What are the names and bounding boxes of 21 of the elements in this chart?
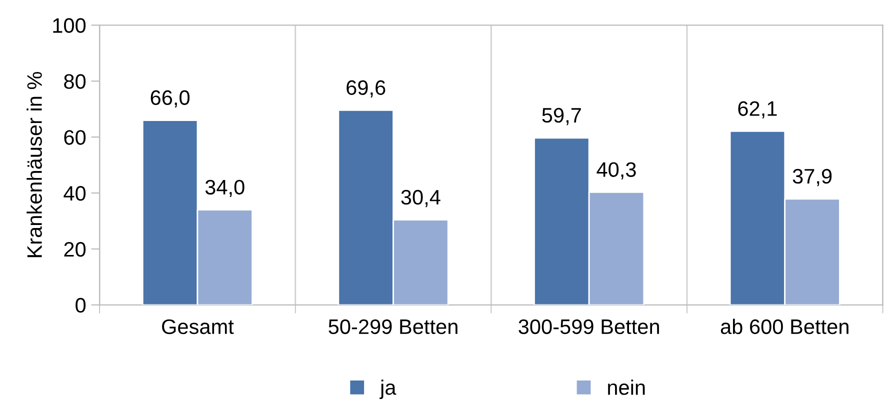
y-tick-label: 100 — [53, 18, 86, 33]
y-tick-label: 0 — [76, 298, 86, 313]
data-label: 59,7 — [542, 108, 581, 126]
data-label: 34,0 — [205, 180, 244, 198]
x-tick-label: 300-599 Betten — [518, 319, 659, 334]
x-tick-label: Gesamt — [162, 319, 234, 334]
y-tick-label: 60 — [64, 130, 86, 145]
x-tick-label: ab 600 Betten — [720, 318, 848, 334]
legend-label: nein — [608, 380, 645, 395]
x-tick-label: 50-299 Betten — [328, 319, 458, 334]
y-axis-title: Krankenhäuser in % — [26, 72, 42, 258]
y-tick-label: 40 — [64, 186, 86, 201]
data-label: 66,0 — [150, 90, 190, 108]
data-label: 40,3 — [596, 162, 636, 180]
data-label: 30,4 — [401, 190, 440, 208]
legend-label: ja — [380, 380, 396, 400]
data-label: 62,1 — [738, 101, 777, 118]
y-tick-label: 80 — [64, 74, 86, 89]
y-tick-label: 20 — [64, 242, 86, 257]
data-label: 69,6 — [346, 80, 386, 98]
data-label: 37,9 — [792, 168, 832, 186]
